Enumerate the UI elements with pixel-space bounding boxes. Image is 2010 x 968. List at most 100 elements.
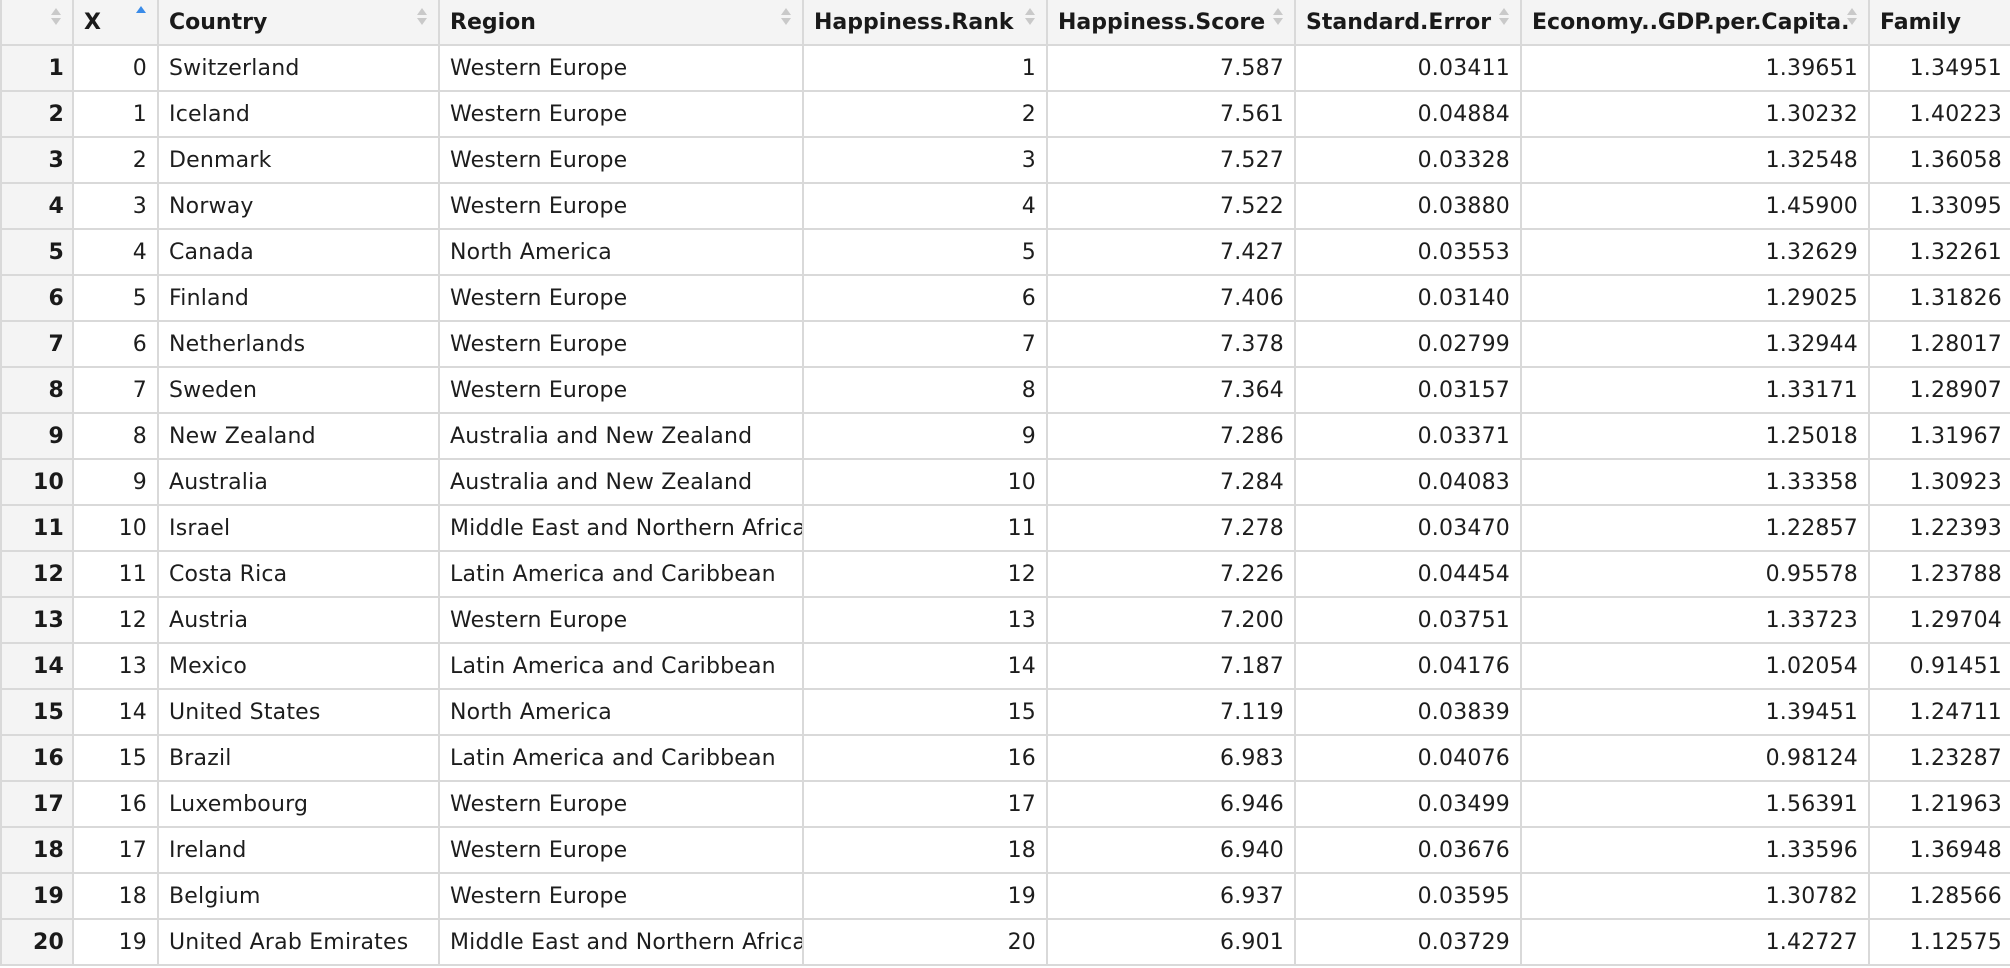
economy-gdp-cell: 1.33723	[1520, 596, 1870, 644]
happiness-score-cell: 7.527	[1046, 136, 1296, 184]
standard-error-cell: 0.03328	[1294, 136, 1522, 184]
family-cell: 1.23287	[1868, 734, 2010, 782]
happiness-score-cell: 7.427	[1046, 228, 1296, 276]
column-header-economy-gdp[interactable]: Economy..GDP.per.Capita.	[1520, 0, 1870, 46]
region-cell: Western Europe	[438, 596, 804, 644]
table-row[interactable]: 6 5 Finland Western Europe 6 7.406 0.03140 1.29…	[0, 274, 2010, 322]
column-header-country[interactable]: Country	[157, 0, 440, 46]
region-cell: Western Europe	[438, 90, 804, 138]
happiness-score-cell: 6.940	[1046, 826, 1296, 874]
column-header-x[interactable]: X	[72, 0, 159, 46]
standard-error-cell: 0.03411	[1294, 44, 1522, 92]
column-header-family[interactable]: Family	[1868, 0, 2010, 46]
happiness-rank-cell: 4	[802, 182, 1048, 230]
happiness-score-cell: 6.901	[1046, 918, 1296, 966]
economy-gdp-cell: 1.33171	[1520, 366, 1870, 414]
x-cell: 0	[72, 44, 159, 92]
country-cell: Luxembourg	[157, 780, 440, 828]
happiness-rank-cell: 12	[802, 550, 1048, 598]
happiness-rank-cell: 8	[802, 366, 1048, 414]
happiness-rank-cell: 5	[802, 228, 1048, 276]
table-row[interactable]: 15 14 United States North America 15 7.119 0.0…	[0, 688, 2010, 736]
row-number-cell: 17	[0, 780, 74, 828]
happiness-rank-cell: 14	[802, 642, 1048, 690]
standard-error-cell: 0.04083	[1294, 458, 1522, 506]
column-header-happiness-rank[interactable]: Happiness.Rank	[802, 0, 1048, 46]
row-number-cell: 6	[0, 274, 74, 322]
column-header-region[interactable]: Region	[438, 0, 804, 46]
column-label: Country	[169, 9, 268, 35]
happiness-score-cell: 7.561	[1046, 90, 1296, 138]
economy-gdp-cell: 1.32629	[1520, 228, 1870, 276]
happiness-score-cell: 7.187	[1046, 642, 1296, 690]
happiness-score-cell: 7.226	[1046, 550, 1296, 598]
economy-gdp-cell: 1.22857	[1520, 504, 1870, 552]
table-row[interactable]: 4 3 Norway Western Europe 4 7.522 0.03880 1.459…	[0, 182, 2010, 230]
family-cell: 1.23788	[1868, 550, 2010, 598]
row-number-cell: 1	[0, 44, 74, 92]
country-cell: Australia	[157, 458, 440, 506]
standard-error-cell: 0.03839	[1294, 688, 1522, 736]
row-number-cell: 12	[0, 550, 74, 598]
table-body: 1 0 Switzerland Western Europe 1 7.587 0.03411…	[0, 44, 2010, 966]
table-row[interactable]: 20 19 United Arab Emirates Middle East and …	[0, 918, 2010, 966]
table-row[interactable]: 8 7 Sweden Western Europe 8 7.364 0.03157 1.331…	[0, 366, 2010, 414]
standard-error-cell: 0.03371	[1294, 412, 1522, 460]
family-cell: 1.32261	[1868, 228, 2010, 276]
row-number-cell: 18	[0, 826, 74, 874]
table-row[interactable]: 19 18 Belgium Western Europe 19 6.937 0.03595 1…	[0, 872, 2010, 920]
country-cell: Brazil	[157, 734, 440, 782]
row-number-cell: 11	[0, 504, 74, 552]
table-row[interactable]: 16 15 Brazil Latin America and Caribbean 16 6…	[0, 734, 2010, 782]
economy-gdp-cell: 1.39651	[1520, 44, 1870, 92]
sort-ascending-icon	[135, 6, 147, 26]
happiness-score-cell: 7.286	[1046, 412, 1296, 460]
region-cell: Western Europe	[438, 780, 804, 828]
region-cell: North America	[438, 228, 804, 276]
happiness-rank-cell: 17	[802, 780, 1048, 828]
country-cell: Costa Rica	[157, 550, 440, 598]
region-cell: Latin America and Caribbean	[438, 734, 804, 782]
table-row[interactable]: 11 10 Israel Middle East and Northern Afric…	[0, 504, 2010, 552]
table-row[interactable]: 10 9 Australia Australia and New Zealand 10 7…	[0, 458, 2010, 506]
table-row[interactable]: 9 8 New Zealand Australia and New Zealand 9 7…	[0, 412, 2010, 460]
table-row[interactable]: 17 16 Luxembourg Western Europe 17 6.946 0.034…	[0, 780, 2010, 828]
happiness-rank-cell: 19	[802, 872, 1048, 920]
region-cell: Western Europe	[438, 44, 804, 92]
column-header-standard-error[interactable]: Standard.Error	[1294, 0, 1522, 46]
family-cell: 1.21963	[1868, 780, 2010, 828]
table-row[interactable]: 18 17 Ireland Western Europe 18 6.940 0.03676 1…	[0, 826, 2010, 874]
economy-gdp-cell: 1.32548	[1520, 136, 1870, 184]
economy-gdp-cell: 1.29025	[1520, 274, 1870, 322]
x-cell: 17	[72, 826, 159, 874]
table-row[interactable]: 13 12 Austria Western Europe 13 7.200 0.03751 1…	[0, 596, 2010, 644]
row-number-cell: 20	[0, 918, 74, 966]
table-row[interactable]: 1 0 Switzerland Western Europe 1 7.587 0.03411…	[0, 44, 2010, 92]
country-cell: Iceland	[157, 90, 440, 138]
region-cell: North America	[438, 688, 804, 736]
sort-arrows-icon	[780, 8, 792, 28]
table-row[interactable]: 5 4 Canada North America 5 7.427 0.03553 1.3262…	[0, 228, 2010, 276]
region-cell: Western Europe	[438, 320, 804, 368]
economy-gdp-cell: 1.39451	[1520, 688, 1870, 736]
table-row[interactable]: 14 13 Mexico Latin America and Caribbean 14 7…	[0, 642, 2010, 690]
standard-error-cell: 0.03470	[1294, 504, 1522, 552]
country-cell: Norway	[157, 182, 440, 230]
region-cell: Western Europe	[438, 826, 804, 874]
happiness-score-cell: 7.278	[1046, 504, 1296, 552]
table-row[interactable]: 12 11 Costa Rica Latin America and Caribbea…	[0, 550, 2010, 598]
economy-gdp-cell: 1.33596	[1520, 826, 1870, 874]
region-cell: Middle East and Northern Africa	[438, 504, 804, 552]
column-header-happiness-score[interactable]: Happiness.Score	[1046, 0, 1296, 46]
economy-gdp-cell: 1.45900	[1520, 182, 1870, 230]
table-row[interactable]: 7 6 Netherlands Western Europe 7 7.378 0.02799…	[0, 320, 2010, 368]
economy-gdp-cell: 1.30782	[1520, 872, 1870, 920]
economy-gdp-cell: 1.02054	[1520, 642, 1870, 690]
row-number-cell: 3	[0, 136, 74, 184]
sort-arrows-icon	[416, 8, 428, 28]
table-row[interactable]: 3 2 Denmark Western Europe 3 7.527 0.03328 1.32…	[0, 136, 2010, 184]
row-number-cell: 4	[0, 182, 74, 230]
column-header-rownum[interactable]	[0, 0, 74, 46]
table-row[interactable]: 2 1 Iceland Western Europe 2 7.561 0.04884 1.30…	[0, 90, 2010, 138]
